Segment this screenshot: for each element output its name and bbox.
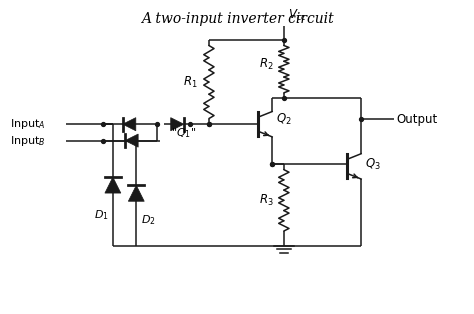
Text: Output: Output xyxy=(396,112,438,126)
Text: A two-input inverter circuit: A two-input inverter circuit xyxy=(141,12,333,26)
Text: Input$_A$: Input$_A$ xyxy=(10,117,46,131)
Text: $V_{cc}$: $V_{cc}$ xyxy=(288,8,307,24)
Polygon shape xyxy=(123,118,136,131)
Polygon shape xyxy=(171,118,184,131)
Polygon shape xyxy=(125,134,138,147)
Text: $R_2$: $R_2$ xyxy=(259,57,273,72)
Text: $D_1$: $D_1$ xyxy=(94,209,109,222)
Polygon shape xyxy=(128,185,144,201)
Polygon shape xyxy=(105,177,121,193)
Text: $D_2$: $D_2$ xyxy=(141,213,155,227)
Text: "$Q_1$": "$Q_1$" xyxy=(172,127,197,140)
Text: $R_3$: $R_3$ xyxy=(259,193,273,208)
Text: $Q_3$: $Q_3$ xyxy=(365,156,381,171)
Text: Input$_B$: Input$_B$ xyxy=(10,133,46,148)
Text: $Q_2$: $Q_2$ xyxy=(276,112,292,127)
Text: $R_1$: $R_1$ xyxy=(182,74,197,89)
